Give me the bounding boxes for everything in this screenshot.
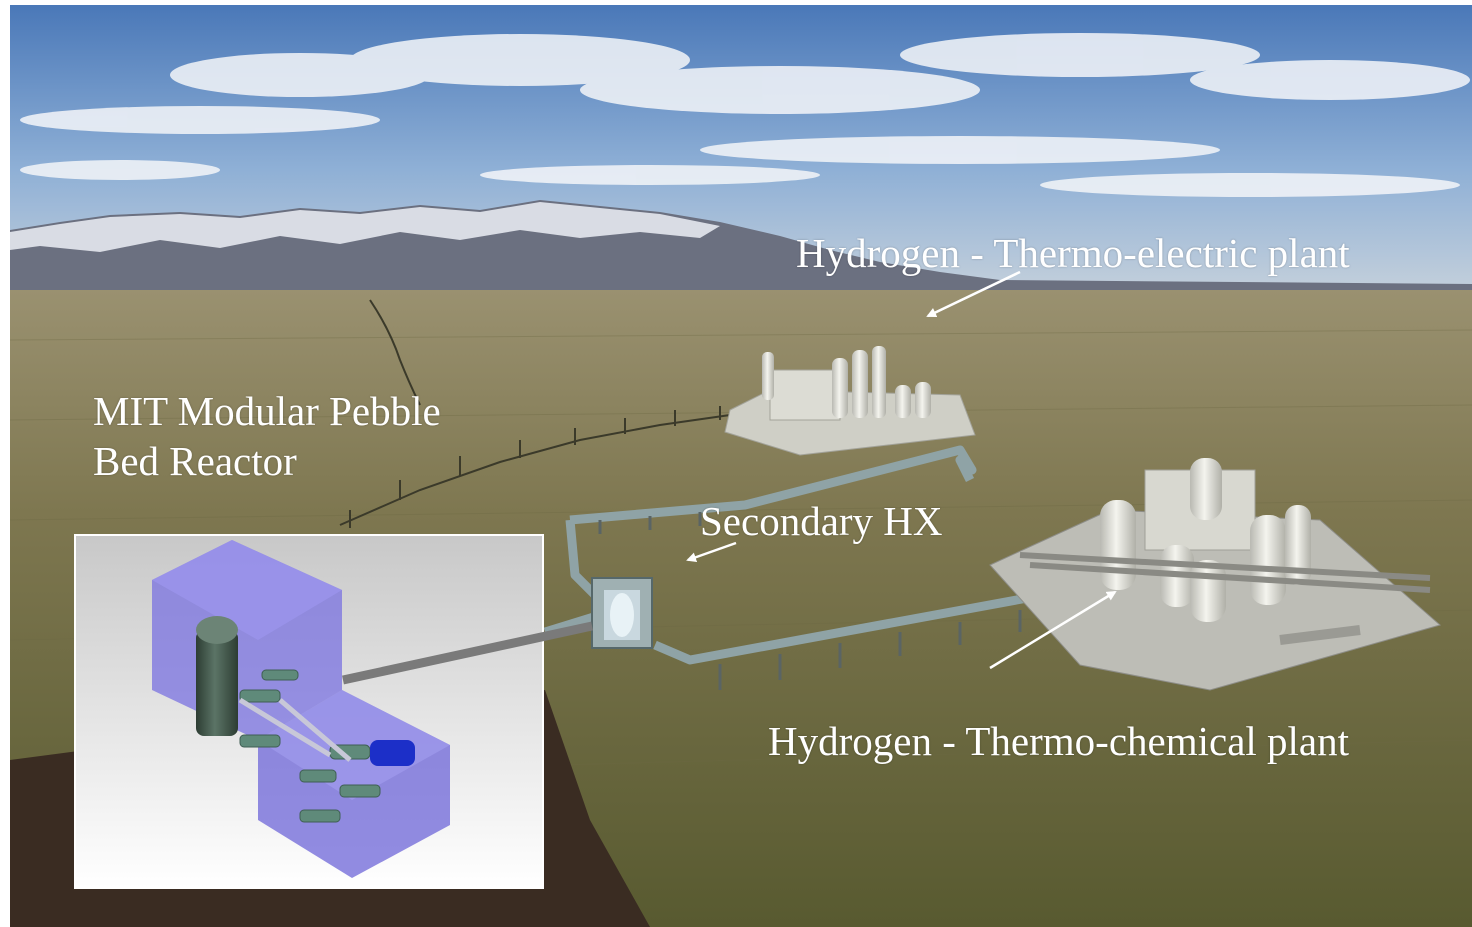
thermo-electric-plant-label: Hydrogen - Thermo-electric plant [796,230,1350,276]
thermo-chemical-plant-label: Hydrogen - Thermo-chemical plant [768,718,1350,764]
thermo-chemical-plant [989,458,1442,691]
secondary-hx-unit [591,577,653,649]
reactor-building-icon [152,540,450,878]
pipe-loop [543,445,1061,665]
power-line [339,299,731,528]
arrow-icon [686,541,737,563]
reactor-label-line2: Bed Reactor [93,438,297,484]
arrow-icon [926,270,1021,318]
reactor-vessel [196,630,238,736]
inset-connector [342,621,593,685]
mountain-snow [10,202,720,252]
thermo-electric-plant [724,346,976,456]
reactor-label: MIT Modular Pebble Bed Reactor [93,386,441,486]
reactor-inset [74,534,544,889]
clouds [20,33,1470,197]
secondary-hx-label: Secondary HX [700,498,943,544]
reactor-label-line1: MIT Modular Pebble [93,388,441,434]
arrow-icon [989,590,1117,670]
pipe-supports [598,512,1022,690]
